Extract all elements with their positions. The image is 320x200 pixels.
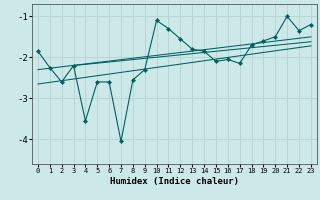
X-axis label: Humidex (Indice chaleur): Humidex (Indice chaleur) — [110, 177, 239, 186]
